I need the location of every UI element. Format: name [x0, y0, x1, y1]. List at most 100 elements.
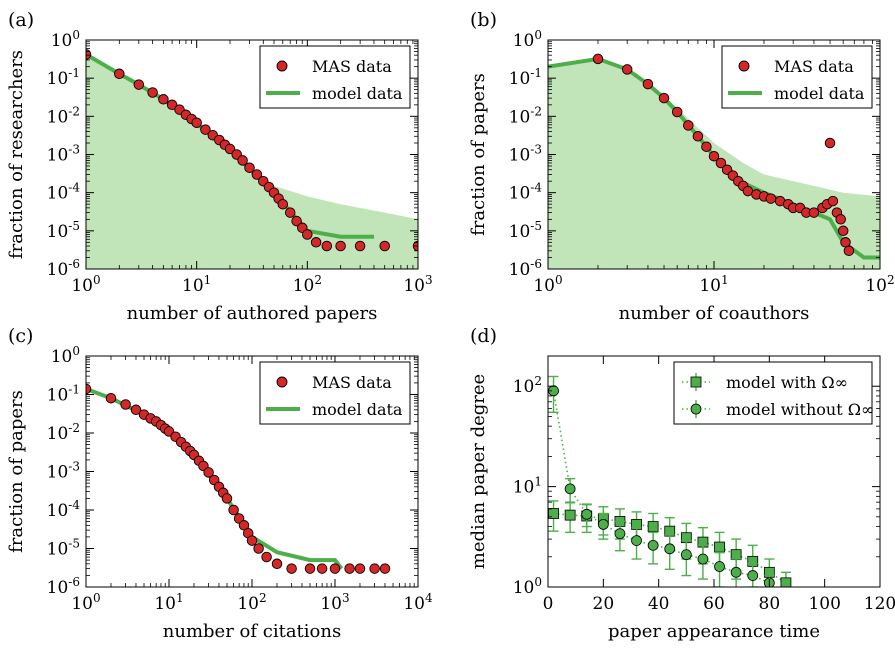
y-tick-label: 100 — [51, 344, 80, 367]
x-tick-label: 104 — [403, 591, 433, 614]
mas-data-point — [158, 94, 169, 105]
circle-marker — [714, 561, 725, 572]
y-tick-label: 10-2 — [47, 421, 80, 444]
model-spread-band — [548, 58, 880, 269]
legend: MAS data model data — [259, 361, 411, 425]
mas-data-point — [203, 467, 214, 478]
x-tick-label: 80 — [759, 594, 781, 614]
circle-marker — [614, 528, 626, 540]
x-tick-label: 40 — [648, 594, 670, 614]
panel-label: (b) — [470, 9, 497, 31]
x-tick-label: 100 — [533, 273, 562, 296]
plot-area — [86, 383, 391, 574]
plot-area — [548, 53, 880, 269]
legend-box — [259, 45, 411, 109]
y-tick-label: 10-6 — [47, 257, 80, 280]
x-tick-label: 60 — [703, 594, 725, 614]
legend-label: MAS data — [312, 373, 392, 392]
mas-data-point — [251, 169, 263, 180]
x-tick-label: 102 — [865, 273, 894, 296]
mas-data-point — [244, 162, 255, 173]
mas-data-point — [344, 563, 355, 574]
plot-area — [86, 49, 418, 269]
mas-data-point — [715, 157, 727, 169]
legend-marker — [276, 60, 288, 72]
mas-data-point — [291, 215, 302, 227]
x-axis-label: number of citations — [163, 621, 341, 642]
mas-data-point — [271, 558, 283, 570]
mas-data-point — [369, 563, 380, 574]
mas-data-point — [237, 155, 248, 166]
circle-marker — [564, 483, 576, 495]
y-tick-label: 10-1 — [47, 383, 80, 406]
mas-data-point — [592, 53, 604, 65]
circle-marker — [680, 549, 692, 561]
mas-data-point — [354, 563, 366, 574]
y-tick-label: 10-5 — [47, 219, 80, 242]
legend-label: model data — [312, 400, 403, 419]
mas-data-point — [379, 563, 391, 574]
mas-data-point — [246, 535, 258, 546]
y-tick-label: 102 — [513, 374, 542, 397]
mas-data-point — [835, 214, 846, 225]
mas-data-point — [316, 563, 328, 574]
legend-label: model with Ω∞ — [726, 373, 848, 392]
x-tick-label: 20 — [593, 594, 615, 614]
mas-data-point — [329, 563, 341, 574]
legend: MAS data model data — [259, 45, 411, 109]
legend-label: MAS data — [312, 57, 392, 76]
panel-label: (a) — [8, 9, 34, 31]
legend-marker — [276, 376, 288, 388]
x-tick-label: 103 — [403, 273, 432, 296]
circle-marker — [647, 539, 659, 551]
mas-data-point — [191, 117, 202, 128]
mas-data-point — [335, 240, 346, 252]
circle-marker — [581, 508, 593, 520]
mas-data-point — [86, 383, 92, 395]
mas-data-point — [683, 120, 694, 131]
y-tick-label: 100 — [513, 28, 542, 51]
mas-data-point — [321, 240, 333, 252]
x-tick-label: 100 — [71, 273, 100, 296]
mas-data-point — [808, 207, 820, 218]
x-tick-label: 120 — [864, 594, 895, 614]
circle-marker — [747, 570, 759, 581]
circle-marker — [697, 553, 709, 565]
mas-data-point — [621, 64, 633, 75]
x-tick-label: 100 — [808, 594, 840, 614]
legend-marker — [690, 376, 702, 388]
mas-data-point — [133, 79, 145, 90]
y-tick-label: 10-3 — [47, 460, 80, 483]
mas-data-point — [701, 141, 712, 152]
mas-data-point — [658, 92, 670, 104]
square-marker — [714, 541, 725, 553]
mas-data-point — [837, 225, 849, 237]
panel-c: 100 101 102 103 104 10-6 10-5 10-4 10-3 10-2 10-1 1… — [6, 325, 433, 642]
panel-label: (c) — [8, 325, 33, 347]
x-tick-label: 101 — [182, 273, 211, 296]
mas-data-point — [277, 198, 289, 210]
y-tick-label: 10-1 — [509, 66, 542, 89]
plot-area — [548, 375, 792, 587]
mas-data-point — [304, 563, 316, 574]
y-tick-label: 10-4 — [47, 181, 81, 204]
x-axis-label: number of authored papers — [127, 303, 378, 324]
square-marker — [647, 521, 659, 532]
square-marker — [730, 549, 742, 561]
x-tick-label: 101 — [154, 591, 183, 614]
mas-data-point — [120, 399, 131, 410]
square-marker — [780, 577, 792, 587]
legend-label: model data — [312, 84, 403, 103]
y-tick-label: 100 — [51, 28, 80, 51]
y-axis-label: fraction of papers — [468, 73, 489, 236]
mas-data-point — [105, 392, 117, 404]
mas-data-point — [302, 229, 313, 240]
legend-box — [673, 361, 873, 425]
y-tick-label: 10-2 — [47, 104, 80, 127]
legend-marker — [690, 403, 702, 415]
y-tick-label: 10-4 — [47, 498, 81, 521]
y-tick-label: 10-4 — [509, 181, 543, 204]
square-marker — [548, 508, 559, 519]
mas-data-point — [765, 193, 777, 204]
mas-data-point — [286, 563, 297, 574]
